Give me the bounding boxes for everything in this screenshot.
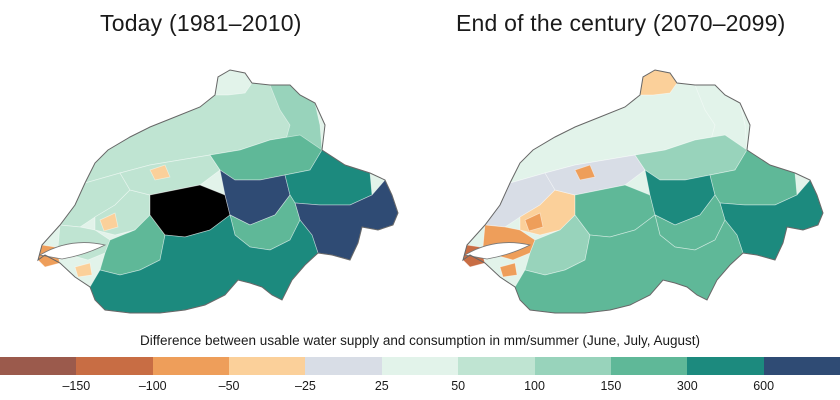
country-border: [37, 69, 399, 314]
color-scale-bar: [0, 357, 840, 375]
lake-geneva: [38, 242, 107, 260]
legend-swatch: [534, 357, 611, 375]
legend-tick-label: 100: [524, 379, 545, 393]
legend-swatch: [763, 357, 840, 375]
legend-swatch: [610, 357, 688, 375]
color-scale-ticks: –150 –100 –50 –25 25 50 100 150 300 600: [0, 379, 840, 395]
legend-tick-label: 50: [451, 379, 466, 393]
legend-tick-label: 300: [676, 379, 698, 393]
legend-tick-label: –100: [138, 379, 167, 393]
legend-swatch: [381, 357, 459, 375]
legend-tick-label: 25: [374, 379, 389, 393]
legend-swatch: [687, 357, 764, 375]
legend-tick-label: 150: [600, 379, 622, 393]
legend-swatch: [305, 357, 382, 375]
map-title-end-century: End of the century (2070–2099): [456, 10, 786, 36]
legend-tick-label: 600: [753, 379, 775, 393]
region-orange-patches: [74, 144, 279, 278]
legend-tick-label: –150: [62, 379, 91, 393]
country-border: [462, 69, 824, 314]
legend-tick-label: –25: [295, 379, 316, 393]
legend-swatch: [152, 357, 230, 375]
legend-tick-label: –50: [218, 379, 240, 393]
region-schaffhausen: [214, 69, 253, 96]
map-title-today: Today (1981–2010): [100, 10, 302, 36]
legend-swatch: [229, 357, 306, 375]
legend-swatch: [76, 357, 153, 375]
legend-swatch: [0, 357, 77, 375]
switzerland-map-today: [37, 69, 399, 314]
lake-geneva: [463, 242, 532, 260]
region-orange-patches: [499, 144, 704, 278]
legend-caption: Difference between usable water supply a…: [139, 333, 701, 348]
legend-swatch: [458, 357, 535, 375]
switzerland-map-end-century: [462, 69, 824, 314]
region-schaffhausen: [639, 69, 678, 96]
